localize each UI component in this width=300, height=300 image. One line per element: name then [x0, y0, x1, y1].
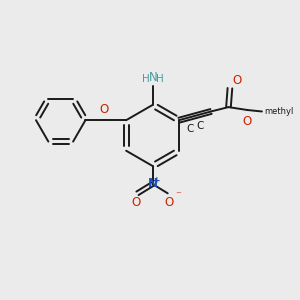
Text: O: O [164, 196, 174, 209]
Text: H: H [142, 74, 150, 84]
Text: C: C [186, 124, 193, 134]
Text: H: H [156, 74, 164, 84]
Text: N: N [148, 177, 158, 190]
Text: +: + [153, 176, 161, 185]
Text: C: C [197, 121, 204, 131]
Text: O: O [233, 74, 242, 87]
Text: O: O [100, 103, 109, 116]
Text: O: O [243, 115, 252, 128]
Text: N: N [149, 71, 158, 84]
Text: methyl: methyl [264, 107, 294, 116]
Text: ⁻: ⁻ [175, 190, 181, 200]
Text: O: O [131, 196, 141, 209]
